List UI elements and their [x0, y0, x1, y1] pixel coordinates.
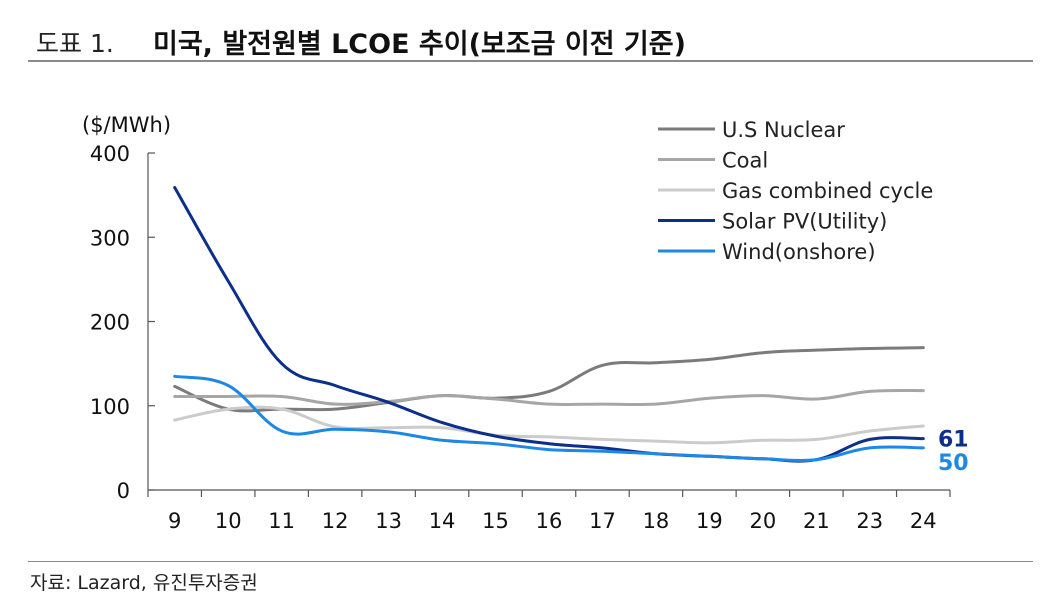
header-divider: [28, 60, 1033, 62]
series-group: [173, 186, 925, 463]
footer-divider: [28, 561, 1033, 562]
axes-group: 0 100 200 300 400 9 10 11 12 13 14 15 16 17 18 19 20 21 23…: [90, 142, 951, 533]
x-tick-label: 17: [589, 509, 616, 533]
figure-label: 도표 1.: [36, 29, 114, 58]
source-note: 자료: Lazard, 유진투자증권: [30, 572, 258, 594]
x-tick-label: 12: [322, 509, 349, 533]
y-tick-label: 200: [90, 311, 130, 335]
y-tick-label: 300: [90, 226, 130, 250]
x-tick-label: 19: [696, 509, 723, 533]
legend-label-wind-onshore: Wind(onshore): [722, 240, 876, 264]
series-line-wind-onshore: [173, 374, 925, 462]
y-axis-label: ($/MWh): [82, 113, 171, 137]
x-tick-label: 18: [643, 509, 670, 533]
series-line-coal: [173, 388, 925, 407]
x-tick-label: 16: [536, 509, 563, 533]
figure-header: 도표 1. 미국, 발전원별 LCOE 추이(보조금 이전 기준): [28, 14, 1033, 64]
x-tick-label: 23: [856, 509, 883, 533]
y-tick-label: 100: [90, 395, 130, 419]
series-line-gas-combined-cycle: [173, 405, 925, 445]
legend-label-coal: Coal: [722, 149, 768, 173]
x-tick-label: 15: [482, 509, 509, 533]
end-label-wind-onshore: 50: [938, 451, 969, 476]
x-tick-label: 9: [168, 509, 181, 533]
legend-label-solar-pv-utility: Solar PV(Utility): [722, 210, 887, 234]
x-tick-label: 20: [749, 509, 776, 533]
end-label-solar-pv-utility: 61: [938, 428, 969, 453]
x-tick-label: 10: [215, 509, 242, 533]
chart-title: 미국, 발전원별 LCOE 추이(보조금 이전 기준): [153, 29, 686, 60]
series-line-u-s-nuclear: [173, 346, 925, 413]
y-tick-label: 400: [90, 142, 130, 166]
x-tick-label: 13: [375, 509, 402, 533]
x-tick-label: 21: [803, 509, 830, 533]
x-tick-label: 24: [910, 509, 937, 533]
legend: U.S Nuclear Coal Gas combined cycle Solar P…: [658, 118, 933, 264]
legend-label-gas-combined-cycle: Gas combined cycle: [722, 179, 933, 203]
x-tick-label: 14: [429, 509, 456, 533]
legend-label-u-s-nuclear: U.S Nuclear: [722, 118, 845, 142]
x-tick-label: 11: [268, 509, 295, 533]
y-tick-label: 0: [117, 479, 130, 503]
